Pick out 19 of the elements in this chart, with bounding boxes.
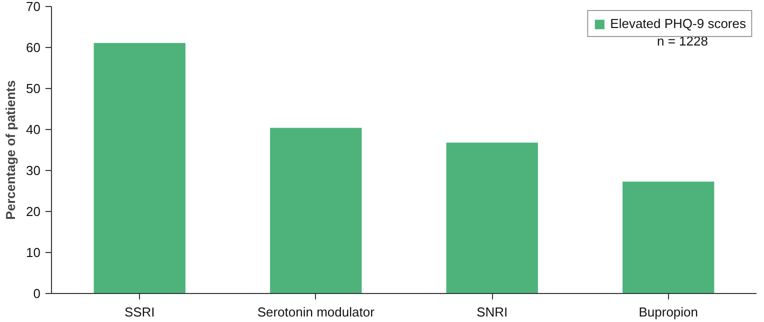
- y-tick-label: 20: [26, 204, 41, 219]
- x-tick-label: SNRI: [476, 304, 508, 320]
- bar: [446, 142, 538, 294]
- x-tick-label: SSRI: [124, 304, 155, 320]
- legend-label: Elevated PHQ-9 scores: [610, 16, 746, 31]
- y-tick-label: 0: [33, 286, 41, 301]
- y-axis-title: Percentage of patients: [3, 80, 18, 220]
- y-tick-label: 60: [26, 40, 41, 55]
- bar: [622, 182, 714, 294]
- y-tick-label: 50: [26, 81, 41, 96]
- y-tick-label: 40: [26, 122, 41, 137]
- annotation: n = 1228: [656, 33, 708, 48]
- y-tick-label: 10: [26, 245, 41, 260]
- y-tick-label: 30: [26, 163, 41, 178]
- y-tick-label: 70: [26, 0, 41, 14]
- x-tick-label: Serotonin modulator: [257, 304, 376, 320]
- x-tick-label: Bupropion: [638, 304, 698, 320]
- bar: [94, 42, 186, 294]
- bar: [270, 128, 362, 294]
